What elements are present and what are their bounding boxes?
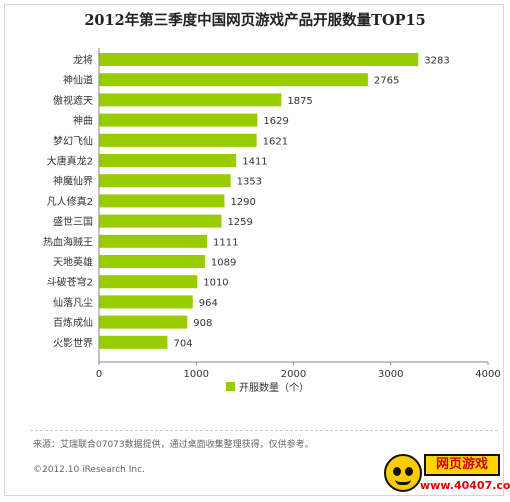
bar-15 bbox=[99, 335, 168, 349]
value-label-8: 1290 bbox=[230, 197, 255, 208]
value-label-13: 964 bbox=[199, 298, 218, 309]
watermark-title: 网页游戏 bbox=[424, 454, 500, 476]
source-note: 来源：艾瑞联合07073数据提供，通过桌面收集整理获得，仅供参考。 bbox=[33, 440, 314, 450]
watermark-url: www.40407.com bbox=[420, 479, 510, 492]
copyright-note: ©2012.10 iResearch Inc. bbox=[33, 465, 145, 475]
category-label-15: 火影世界 bbox=[53, 337, 93, 349]
bar-11 bbox=[99, 255, 205, 268]
legend-swatch bbox=[226, 382, 235, 391]
mascot-icon bbox=[384, 454, 422, 492]
bar-13 bbox=[99, 295, 193, 309]
mascot-mouth bbox=[395, 479, 411, 485]
site-watermark: 网页游戏 www.40407.com bbox=[384, 452, 510, 496]
x-tick-label-4: 3000 bbox=[378, 369, 403, 380]
category-label-7: 神魔仙界 bbox=[53, 175, 93, 188]
x-tick-label-3: 2000 bbox=[281, 369, 306, 380]
value-label-11: 1089 bbox=[211, 258, 236, 269]
category-label-8: 凡人修真2 bbox=[47, 195, 93, 208]
value-label-7: 1353 bbox=[237, 177, 262, 188]
legend-label: 开服数量（个） bbox=[239, 381, 309, 394]
bar-5 bbox=[99, 133, 257, 147]
category-label-4: 神曲 bbox=[73, 114, 93, 127]
category-label-14: 百炼成仙 bbox=[53, 316, 93, 329]
bar-4 bbox=[99, 113, 258, 127]
mascot-eye-right bbox=[405, 467, 413, 476]
value-label-14: 908 bbox=[193, 318, 212, 329]
bar-3 bbox=[99, 93, 282, 107]
value-label-10: 1111 bbox=[213, 237, 238, 248]
category-label-1: 龙将 bbox=[73, 54, 93, 67]
mascot-eye-left bbox=[393, 467, 401, 476]
bar-1 bbox=[99, 53, 419, 66]
category-label-10: 热血海贼王 bbox=[43, 235, 93, 248]
value-label-12: 1010 bbox=[203, 278, 228, 289]
value-label-15: 704 bbox=[173, 338, 192, 349]
bar-2 bbox=[99, 73, 368, 87]
category-label-9: 盛世三国 bbox=[53, 215, 93, 228]
bar-10 bbox=[99, 234, 208, 248]
value-label-6: 1411 bbox=[242, 157, 267, 168]
category-label-3: 傲视遮天 bbox=[53, 94, 93, 107]
value-label-5: 1621 bbox=[263, 136, 288, 147]
footer-divider bbox=[30, 430, 498, 431]
x-tick-label-1: 0 bbox=[96, 369, 102, 380]
value-label-1: 3283 bbox=[424, 56, 449, 67]
chart-title: 2012年第三季度中国网页游戏产品开服数量TOP15 bbox=[84, 12, 426, 29]
value-label-2: 2765 bbox=[374, 76, 399, 87]
bar-14 bbox=[99, 315, 188, 329]
x-tick-label-5: 4000 bbox=[475, 369, 500, 380]
value-label-9: 1259 bbox=[227, 217, 252, 228]
value-label-3: 1875 bbox=[287, 96, 312, 107]
bar-chart: 龙将 3283 神仙道 2765 傲视遮天 1875 神曲 1629 梦幻飞仙 1621 大唐真龙2… bbox=[43, 48, 501, 394]
bar-8 bbox=[99, 194, 225, 208]
category-label-2: 神仙道 bbox=[63, 74, 93, 87]
category-label-6: 大唐真龙2 bbox=[47, 155, 93, 168]
category-label-12: 斗破苍穹2 bbox=[47, 276, 93, 289]
x-tick-label-2: 1000 bbox=[184, 369, 209, 380]
category-label-13: 仙落凡尘 bbox=[53, 296, 93, 309]
value-label-4: 1629 bbox=[263, 116, 288, 127]
bar-12 bbox=[99, 275, 198, 289]
bar-9 bbox=[99, 214, 222, 228]
bar-6 bbox=[99, 154, 237, 167]
category-label-11: 天地英雄 bbox=[53, 256, 93, 269]
bar-7 bbox=[99, 174, 231, 188]
category-label-5: 梦幻飞仙 bbox=[53, 134, 93, 147]
